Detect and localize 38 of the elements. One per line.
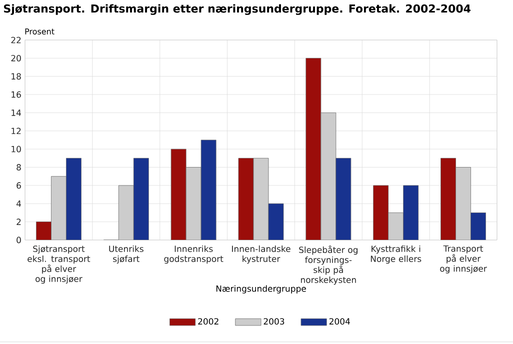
y-tick-label: 10: [12, 146, 21, 152]
bar: [403, 185, 419, 240]
bar: [306, 58, 322, 240]
y-tick-label: 16: [12, 91, 21, 98]
x-tick-label: Transport på elver og innsjøer: [440, 245, 487, 274]
x-tick-label: Slepebåter og forsynings-skip på norskekysten: [299, 245, 358, 285]
bar: [440, 158, 456, 240]
bar: [66, 158, 82, 240]
x-tick-label: Sjøtransport eksl. transport på elver og innsjøer: [28, 245, 90, 284]
legend-label: 2004: [329, 318, 350, 325]
x-tick-label: Kysttrafikk i Norge ellers: [370, 245, 422, 264]
x-tick-label: Innenriks godstransport: [164, 245, 224, 264]
y-tick-label: 0: [16, 236, 21, 244]
y-tick-label: 22: [11, 36, 21, 44]
x-tick-label: Utenriks sjøfart: [109, 245, 144, 264]
y-tick-label: 14: [12, 110, 21, 116]
y-tick-label: 4: [16, 200, 21, 207]
bar: [336, 158, 352, 240]
x-axis-title: Næringsundergruppe: [216, 285, 306, 294]
y-tick-label: 18: [12, 73, 21, 80]
y-tick-label: 6: [16, 182, 21, 189]
bar: [36, 222, 52, 240]
y-tick-label: 12: [12, 128, 21, 134]
bar: [470, 212, 486, 240]
chart-title: Sjøtransport. Driftsmargin etter næringsundergruppe. Foretak. 2002-2004: [4, 4, 470, 15]
x-tick-label: Innen-landske kystruter: [232, 245, 290, 264]
bar: [200, 140, 216, 240]
y-tick-label: 2: [16, 218, 21, 225]
bar: [133, 158, 149, 240]
bar: [170, 148, 186, 240]
y-tick-label: 20: [11, 54, 21, 62]
y-tick-label: 8: [16, 164, 21, 170]
bar: [373, 185, 389, 240]
legend-label: 2003: [264, 318, 284, 325]
legend-label: 2002: [198, 318, 218, 325]
bar: [238, 158, 254, 240]
y-axis-title: Prosent: [25, 28, 54, 34]
bar: [268, 203, 284, 240]
